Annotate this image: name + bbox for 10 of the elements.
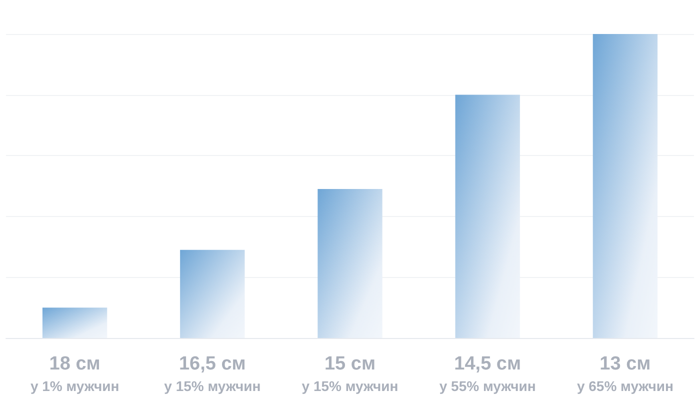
x-tick-label: 15 см у 15% мужчин bbox=[302, 354, 398, 394]
x-tick-label: 14,5 см у 55% мужчин bbox=[439, 354, 536, 394]
bar bbox=[592, 34, 658, 338]
bar bbox=[455, 94, 520, 338]
bar bbox=[42, 308, 108, 338]
bar bbox=[180, 250, 245, 338]
bar bbox=[318, 189, 382, 338]
x-tick-label: 13 см у 65% мужчин bbox=[576, 354, 674, 394]
x-tick-label: 16,5 см у 15% мужчин bbox=[164, 354, 261, 394]
x-tick-label: 18 см у 1% мужчин bbox=[30, 354, 120, 394]
